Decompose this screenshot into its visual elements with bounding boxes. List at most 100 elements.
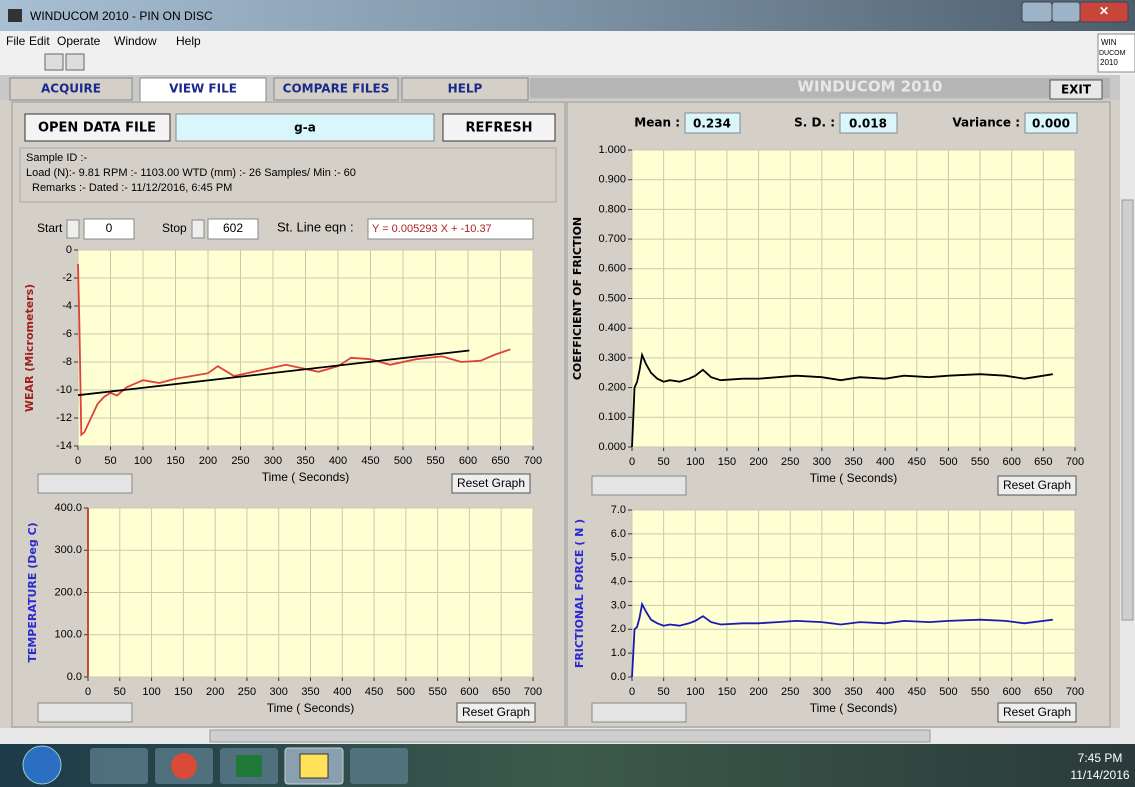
start-value: 0 — [106, 221, 113, 235]
x-tick-label: 150 — [718, 456, 736, 468]
x-tick-label: 200 — [199, 455, 217, 467]
x-tick-label: 600 — [1003, 456, 1021, 468]
x-tick-label: 700 — [1066, 686, 1084, 698]
x-tick-label: 650 — [1034, 456, 1052, 468]
y-tick-label: 1.000 — [598, 144, 626, 156]
x-axis-label: Time ( Seconds) — [810, 471, 898, 485]
x-tick-label: 300 — [270, 686, 288, 698]
info-line: Load (N):- 9.81 RPM :- 1103.00 WTD (mm) … — [26, 167, 356, 179]
labview-icon — [300, 754, 328, 778]
menu-item[interactable]: Edit — [29, 34, 50, 48]
start-spinner[interactable] — [67, 220, 79, 238]
x-tick-label: 150 — [718, 686, 736, 698]
menu-item[interactable]: Window — [114, 34, 157, 48]
menu-bar — [0, 31, 1135, 51]
x-tick-label: 250 — [781, 686, 799, 698]
x-tick-label: 150 — [174, 686, 192, 698]
x-tick-label: 0 — [85, 686, 91, 698]
y-tick-label: 5.0 — [611, 552, 626, 564]
start-orb[interactable] — [23, 746, 61, 784]
sd-label: S. D. : — [794, 116, 835, 130]
graph-tools[interactable] — [38, 703, 132, 722]
tab-label: ACQUIRE — [41, 82, 101, 96]
x-tick-label: 50 — [658, 456, 670, 468]
badge-text: DUCOM — [1099, 50, 1126, 57]
x-axis-label: Time ( Seconds) — [267, 701, 355, 715]
stop-spinner[interactable] — [192, 220, 204, 238]
x-tick-label: 50 — [658, 686, 670, 698]
badge-text: WIN — [1101, 38, 1117, 47]
open-file-label: OPEN DATA FILE — [38, 121, 156, 136]
x-tick-label: 450 — [908, 456, 926, 468]
start-label: Start — [37, 221, 63, 235]
run-button[interactable] — [45, 54, 63, 70]
x-tick-label: 650 — [1034, 686, 1052, 698]
mean-value: 0.234 — [693, 117, 731, 131]
x-tick-label: 350 — [301, 686, 319, 698]
tab-label: COMPARE FILES — [283, 82, 390, 96]
app-icon — [8, 9, 22, 22]
v-scroll-thumb[interactable] — [1122, 200, 1133, 620]
badge-text: 2010 — [1100, 58, 1118, 67]
h-scroll-thumb[interactable] — [210, 730, 930, 742]
y-tick-label: 0.0 — [67, 671, 82, 683]
x-tick-label: 550 — [426, 455, 444, 467]
excel-icon — [236, 755, 262, 777]
y-tick-label: 0.300 — [598, 352, 626, 364]
graph-tools[interactable] — [592, 703, 686, 722]
y-tick-label: 0.900 — [598, 174, 626, 186]
y-tick-label: 0.000 — [598, 441, 626, 453]
y-axis-label: COEFFICIENT OF FRICTION — [571, 217, 584, 380]
x-tick-label: 150 — [166, 455, 184, 467]
minimize[interactable] — [1022, 2, 1052, 22]
info-line: Remarks :- Dated :- 11/12/2016, 6:45 PM — [32, 182, 232, 194]
mean-label: Mean : — [634, 116, 680, 130]
x-tick-label: 0 — [629, 686, 635, 698]
variance-value: 0.000 — [1032, 117, 1070, 131]
x-tick-label: 400 — [876, 686, 894, 698]
y-tick-label: 0.500 — [598, 292, 626, 304]
reset-label: Reset Graph — [462, 705, 530, 719]
y-tick-label: -6 — [62, 328, 72, 340]
x-tick-label: 500 — [939, 686, 957, 698]
x-tick-label: 250 — [238, 686, 256, 698]
x-tick-label: 50 — [104, 455, 116, 467]
x-tick-label: 250 — [781, 456, 799, 468]
run-continuous[interactable] — [66, 54, 84, 70]
x-tick-label: 350 — [296, 455, 314, 467]
x-axis-label: Time ( Seconds) — [810, 701, 898, 715]
tab-label: VIEW FILE — [169, 82, 237, 96]
y-tick-label: 4.0 — [611, 575, 626, 587]
task-explorer[interactable] — [90, 748, 148, 784]
x-tick-label: 700 — [524, 455, 542, 467]
graph-tools[interactable] — [38, 474, 132, 493]
x-tick-label: 600 — [459, 455, 477, 467]
y-tick-label: -14 — [56, 440, 72, 452]
y-tick-label: 0.0 — [611, 671, 626, 683]
x-tick-label: 450 — [365, 686, 383, 698]
x-tick-label: 350 — [844, 456, 862, 468]
reset-label: Reset Graph — [457, 476, 525, 490]
y-tick-label: 100.0 — [54, 629, 82, 641]
x-tick-label: 550 — [971, 456, 989, 468]
x-tick-label: 700 — [524, 686, 542, 698]
x-tick-label: 500 — [397, 686, 415, 698]
menu-item[interactable]: File — [6, 34, 26, 48]
graph-tools[interactable] — [592, 476, 686, 495]
x-tick-label: 350 — [844, 686, 862, 698]
y-axis-label: TEMPERATURE (Deg C) — [26, 522, 39, 662]
x-tick-label: 550 — [428, 686, 446, 698]
x-tick-label: 400 — [329, 455, 347, 467]
menu-item[interactable]: Operate — [57, 34, 101, 48]
y-tick-label: 6.0 — [611, 528, 626, 540]
clock-time: 7:45 PM — [1078, 751, 1123, 765]
eqn-value: Y = 0.005293 X + -10.37 — [372, 223, 492, 235]
x-tick-label: 0 — [629, 456, 635, 468]
y-tick-label: -10 — [56, 384, 72, 396]
eqn-label: St. Line eqn : — [277, 219, 354, 234]
maximize[interactable] — [1052, 2, 1080, 22]
y-tick-label: 2.0 — [611, 623, 626, 635]
menu-item[interactable]: Help — [176, 34, 201, 48]
task-paint[interactable] — [350, 748, 408, 784]
y-tick-label: 0.800 — [598, 203, 626, 215]
